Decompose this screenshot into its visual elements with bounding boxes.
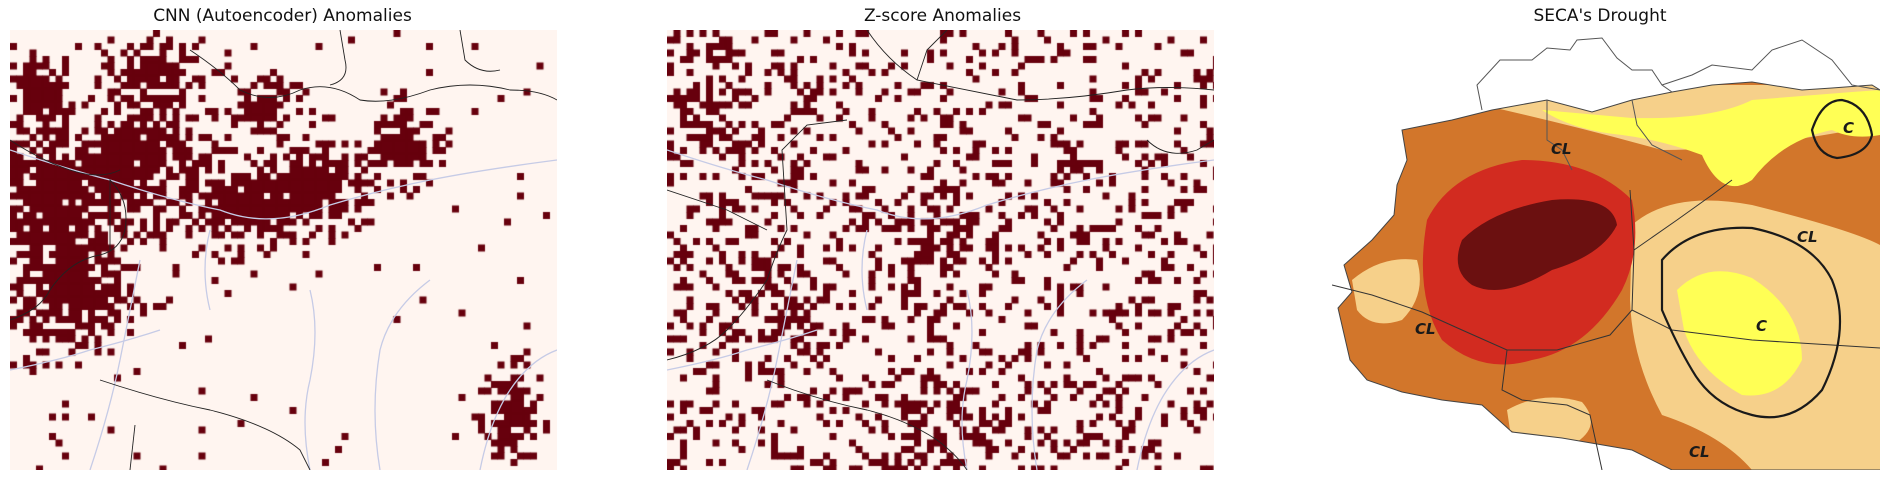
river-line — [204, 229, 211, 311]
river-line — [1031, 279, 1088, 470]
river-line — [961, 289, 973, 470]
cnn-panel-title: CNN (Autoencoder) Anomalies — [153, 6, 412, 26]
border-line — [99, 379, 311, 470]
zscore-anomaly-raster — [667, 30, 1214, 470]
zone-weak-north — [1542, 90, 1880, 187]
zone-weak-east — [1677, 271, 1802, 396]
zone-mild-west — [1352, 259, 1420, 324]
seca-drought-svg: CL CL CL CL C C — [1332, 37, 1880, 470]
zscore-anomaly-map — [667, 30, 1214, 470]
river-line — [861, 229, 868, 311]
border-line — [667, 119, 848, 361]
border-line — [189, 49, 557, 102]
river-line — [10, 149, 557, 220]
river-line — [667, 149, 1214, 220]
river-line — [479, 349, 557, 470]
zone-label-cl-south: CL — [1689, 443, 1710, 461]
contour-north — [1810, 98, 1874, 160]
border-line — [667, 189, 768, 231]
river-line — [746, 259, 798, 470]
zone-label-cl-north: CL — [1551, 140, 1572, 158]
state-borders — [1332, 179, 1880, 470]
cnn-map-overlay — [10, 30, 557, 470]
border-line — [129, 424, 136, 470]
neighbor-borders — [1476, 37, 1880, 171]
zscore-map-overlay — [667, 30, 1214, 470]
river-line — [10, 329, 161, 371]
cnn-anomaly-map — [10, 30, 557, 470]
zone-label-c-north: C — [1843, 119, 1854, 137]
cnn-anomaly-raster — [10, 30, 557, 470]
zone-extreme — [1457, 199, 1617, 290]
river-line — [667, 329, 818, 371]
border-line — [459, 30, 501, 72]
river-line — [89, 259, 141, 470]
border-line — [1146, 139, 1214, 154]
river-line — [374, 279, 431, 470]
border-line — [766, 379, 968, 470]
zscore-panel-title: Z-score Anomalies — [863, 6, 1022, 26]
border-line — [10, 139, 121, 176]
seca-panel-title: SECA's Drought — [1533, 6, 1667, 26]
border-line — [916, 30, 948, 81]
river-line — [304, 289, 316, 470]
border-line — [866, 30, 1214, 101]
zone-label-cl-east: CL — [1797, 228, 1818, 246]
zone-label-cl-west: CL — [1415, 320, 1436, 338]
seca-drought-map: CL CL CL CL C C — [1332, 30, 1880, 470]
region-outline — [1337, 81, 1880, 470]
border-line — [329, 30, 347, 86]
river-line — [1136, 349, 1214, 470]
zone-mild-south — [1507, 397, 1591, 442]
zone-label-c-east: C — [1756, 317, 1767, 335]
border-line — [10, 178, 127, 321]
contour-east — [1660, 226, 1842, 419]
